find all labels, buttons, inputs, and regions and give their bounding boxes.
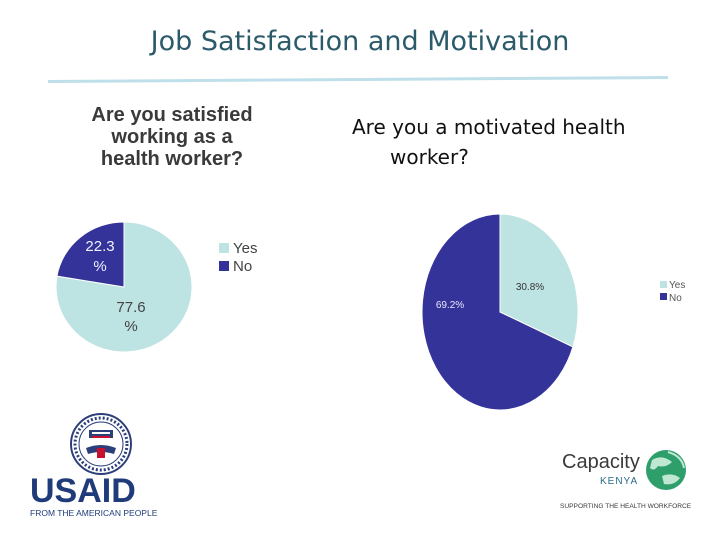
usaid-logo: USAID FROM THE AMERICAN PEOPLE [30,413,158,518]
usaid-wordmark: USAID [30,472,136,510]
pie-slice-no [421,213,574,411]
page-title: Job Satisfaction and Motivation [150,26,570,57]
pie-slice-no [56,221,125,288]
data-label-yes-value: 77.6 [116,299,145,316]
chart1-title-line: working as a [111,126,233,148]
data-label-no-value: 22.3 [85,238,114,255]
usaid-tagline: FROM THE AMERICAN PEOPLE [30,508,158,518]
legend-swatch-yes [660,281,667,288]
data-label-yes: 30.8% [516,282,544,293]
data-label-yes-unit: % [124,318,137,335]
capacity-sub: KENYA [600,476,638,487]
usaid-seal-icon [70,413,132,475]
legend-swatch-no [660,293,667,300]
pie-slice-yes [499,213,579,348]
chart1-title-line: Are you satisfied [91,104,253,126]
chart2-title: Are you a motivated health worker? [352,112,692,172]
chart2-title-line: Are you a motivated health [352,115,626,139]
chart1-title-line: health worker? [100,148,244,170]
legend-label-no: No [669,293,682,304]
legend-label-yes: Yes [233,240,257,257]
legend-swatch-no [219,261,229,271]
chart1-title: Are you satisfied working as a health wo… [62,104,282,170]
data-label-no-unit: % [93,258,106,275]
capacity-wordmark: Capacity [562,451,640,473]
legend-label-no: No [233,258,252,275]
legend-swatch-yes [219,243,229,253]
chart2-title-line: worker? [390,145,469,169]
capacity-kenya-logo: Capacity KENYA SUPPORTING THE HEALTH WOR… [560,450,692,510]
title-underline [48,76,668,83]
legend-label-yes: Yes [669,280,685,291]
data-label-no: 69.2% [436,300,464,311]
globe-icon [646,450,686,490]
capacity-tagline: SUPPORTING THE HEALTH WORKFORCE [560,503,692,510]
